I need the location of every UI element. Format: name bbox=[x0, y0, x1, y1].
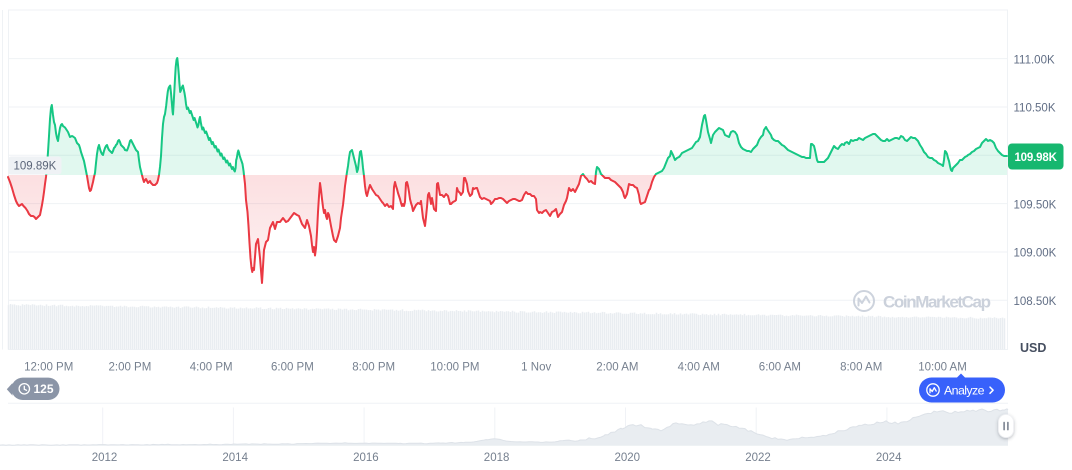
svg-text:125: 125 bbox=[34, 382, 54, 396]
svg-text:2018: 2018 bbox=[484, 452, 510, 464]
svg-text:111.00K: 111.00K bbox=[1014, 54, 1055, 66]
svg-text:109.50K: 109.50K bbox=[1014, 199, 1057, 211]
svg-text:2012: 2012 bbox=[92, 452, 118, 464]
svg-text:2016: 2016 bbox=[353, 452, 379, 464]
svg-text:109.00K: 109.00K bbox=[1014, 248, 1057, 260]
svg-text:8:00 AM: 8:00 AM bbox=[840, 362, 882, 374]
svg-text:USD: USD bbox=[1020, 341, 1046, 355]
svg-text:2022: 2022 bbox=[745, 452, 771, 464]
svg-text:2024: 2024 bbox=[876, 452, 902, 464]
svg-text:108.50K: 108.50K bbox=[1014, 296, 1057, 308]
svg-text:CoinMarketCap: CoinMarketCap bbox=[883, 293, 991, 312]
svg-text:2020: 2020 bbox=[615, 452, 641, 464]
svg-text:1 Nov: 1 Nov bbox=[521, 362, 551, 374]
svg-text:109.89K: 109.89K bbox=[14, 161, 57, 173]
svg-text:10:00 AM: 10:00 AM bbox=[918, 362, 967, 374]
svg-text:8:00 PM: 8:00 PM bbox=[352, 362, 395, 374]
svg-text:2:00 PM: 2:00 PM bbox=[108, 362, 151, 374]
svg-text:109.98K: 109.98K bbox=[1014, 152, 1057, 164]
svg-text:10:00 PM: 10:00 PM bbox=[430, 362, 479, 374]
svg-text:6:00 PM: 6:00 PM bbox=[271, 362, 314, 374]
svg-text:12:00 PM: 12:00 PM bbox=[24, 362, 73, 374]
svg-text:4:00 PM: 4:00 PM bbox=[190, 362, 233, 374]
svg-text:4:00 AM: 4:00 AM bbox=[678, 362, 720, 374]
svg-text:2014: 2014 bbox=[222, 452, 248, 464]
svg-text:110.50K: 110.50K bbox=[1014, 103, 1056, 115]
svg-text:2:00 AM: 2:00 AM bbox=[596, 362, 638, 374]
svg-text:6:00 AM: 6:00 AM bbox=[759, 362, 801, 374]
svg-text:Analyze: Analyze bbox=[944, 383, 985, 397]
